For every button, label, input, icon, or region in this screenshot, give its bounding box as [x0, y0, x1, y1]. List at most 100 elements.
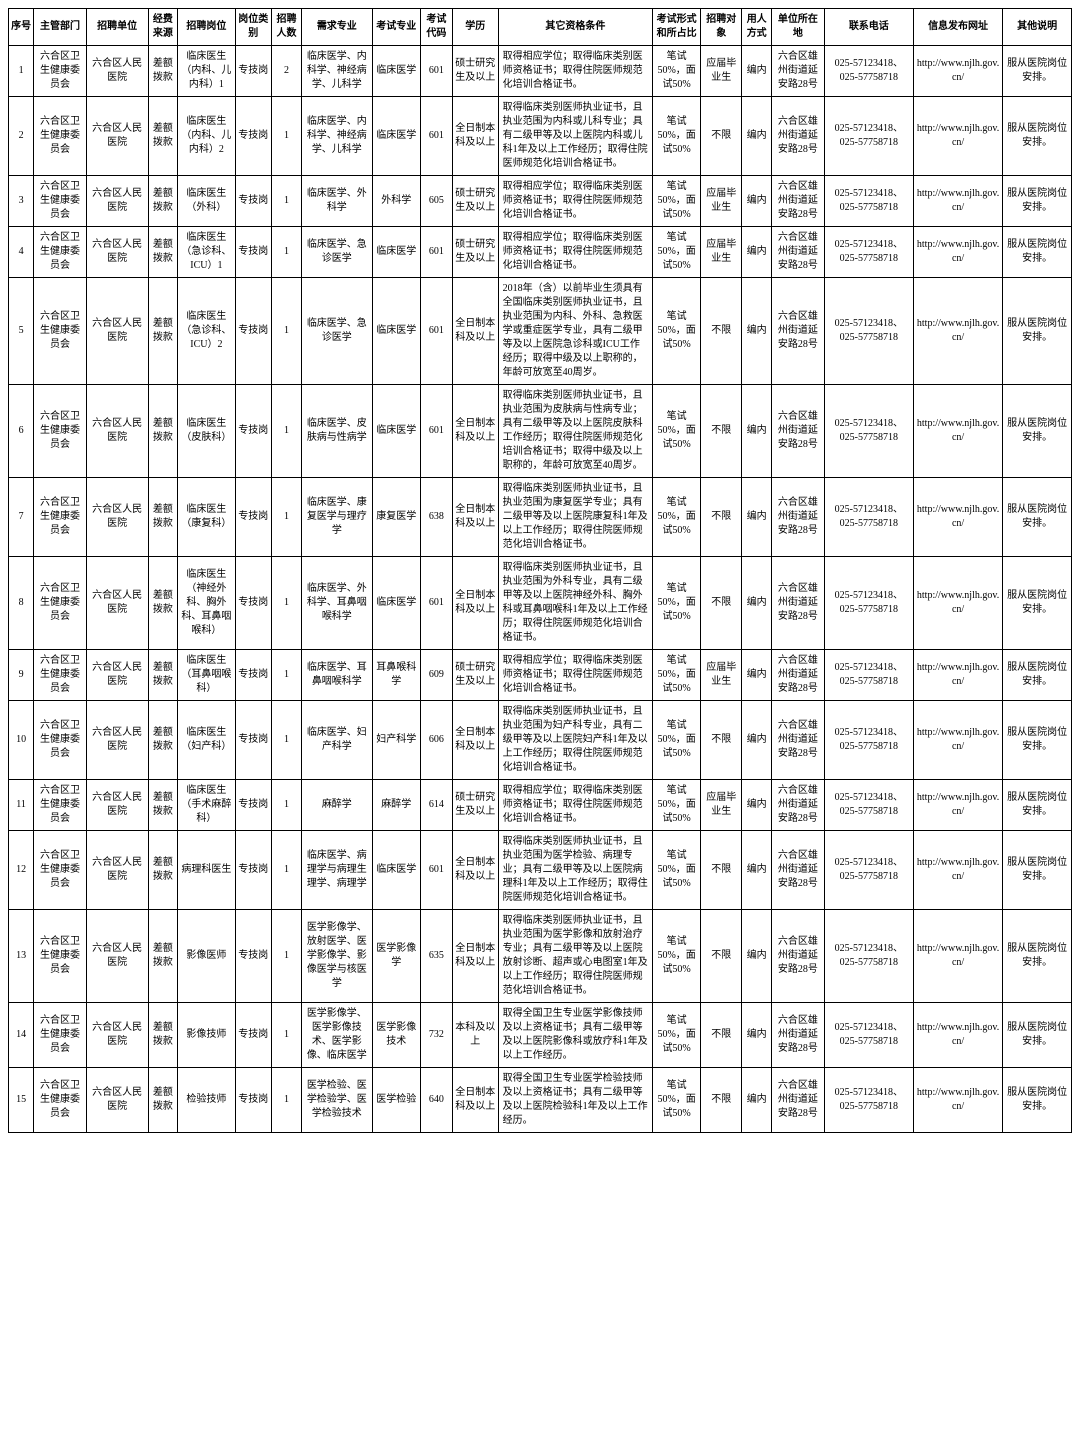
table-cell: 取得相应学位；取得临床类别医师资格证书；取得住院医师规范化培训合格证书。	[498, 46, 652, 97]
table-row: 10六合区卫生健康委员会六合区人民医院差额拨款临床医生（妇产科）专技岗1临床医学…	[9, 701, 1072, 780]
table-cell: 025-57123418、025-57758718	[824, 227, 913, 278]
table-header-cell: 单位所在地	[772, 9, 825, 46]
table-cell: 六合区人民医院	[86, 227, 148, 278]
table-cell: 病理科医生	[178, 831, 235, 910]
table-cell: 差额拨款	[148, 780, 178, 831]
table-cell: 7	[9, 478, 34, 557]
table-cell: 差额拨款	[148, 1003, 178, 1068]
table-cell: 专技岗	[235, 385, 272, 478]
table-header-cell: 考试专业	[372, 9, 420, 46]
table-cell: 六合区人民医院	[86, 278, 148, 385]
table-cell: 编内	[742, 910, 772, 1003]
table-cell: 不限	[701, 910, 742, 1003]
table-cell: 专技岗	[235, 557, 272, 650]
table-cell: 4	[9, 227, 34, 278]
table-cell: 六合区雄州街道延安路28号	[772, 910, 825, 1003]
table-cell: 临床医学、耳鼻咽喉科学	[301, 650, 372, 701]
table-cell: 六合区人民医院	[86, 97, 148, 176]
table-cell: 025-57123418、025-57758718	[824, 650, 913, 701]
table-cell: 六合区人民医院	[86, 557, 148, 650]
table-cell: 11	[9, 780, 34, 831]
table-cell: 取得全国卫生专业医学检验技师及以上资格证书；具有二级甲等及以上医院检验科1年及以…	[498, 1068, 652, 1133]
table-cell: 服从医院岗位安排。	[1003, 97, 1072, 176]
table-cell: 编内	[742, 831, 772, 910]
table-cell: 2018年（含）以前毕业生须具有全国临床类别医师执业证书，且执业范围为内科、外科…	[498, 278, 652, 385]
table-cell: 服从医院岗位安排。	[1003, 46, 1072, 97]
table-cell: 六合区卫生健康委员会	[34, 176, 87, 227]
table-cell: 六合区卫生健康委员会	[34, 46, 87, 97]
table-cell: 编内	[742, 97, 772, 176]
table-cell: http://www.njlh.gov.cn/	[913, 780, 1002, 831]
table-cell: 临床医学	[372, 278, 420, 385]
table-cell: 编内	[742, 385, 772, 478]
table-cell: 服从医院岗位安排。	[1003, 910, 1072, 1003]
table-cell: 六合区卫生健康委员会	[34, 701, 87, 780]
table-cell: http://www.njlh.gov.cn/	[913, 46, 1002, 97]
table-cell: 605	[420, 176, 452, 227]
table-cell: 全日制本科及以上	[452, 701, 498, 780]
table-cell: 1	[272, 478, 302, 557]
table-cell: 025-57123418、025-57758718	[824, 780, 913, 831]
table-cell: 六合区卫生健康委员会	[34, 1003, 87, 1068]
table-cell: 六合区卫生健康委员会	[34, 385, 87, 478]
table-cell: 检验技师	[178, 1068, 235, 1133]
table-cell: http://www.njlh.gov.cn/	[913, 478, 1002, 557]
table-cell: 六合区人民医院	[86, 478, 148, 557]
table-cell: http://www.njlh.gov.cn/	[913, 278, 1002, 385]
table-cell: 笔试50%，面试50%	[653, 831, 701, 910]
table-cell: 康复医学	[372, 478, 420, 557]
table-cell: 取得临床类别医师执业证书，且执业范围为医学检验、病理专业；具有二级甲等及以上医院…	[498, 831, 652, 910]
table-cell: 临床医生（内科、儿内科）1	[178, 46, 235, 97]
table-cell: 专技岗	[235, 176, 272, 227]
table-cell: 专技岗	[235, 227, 272, 278]
table-header-cell: 用人方式	[742, 9, 772, 46]
table-cell: 临床医生（耳鼻咽喉科）	[178, 650, 235, 701]
table-cell: 六合区雄州街道延安路28号	[772, 1003, 825, 1068]
table-header-cell: 信息发布网址	[913, 9, 1002, 46]
table-cell: 应届毕业生	[701, 780, 742, 831]
table-cell: 025-57123418、025-57758718	[824, 557, 913, 650]
table-cell: 取得临床类别医师执业证书，且执业范围为医学影像和放射治疗专业；具有二级甲等及以上…	[498, 910, 652, 1003]
table-cell: 025-57123418、025-57758718	[824, 701, 913, 780]
table-cell: 临床医生（手术麻醉科）	[178, 780, 235, 831]
table-cell: 服从医院岗位安排。	[1003, 831, 1072, 910]
table-cell: 六合区人民医院	[86, 46, 148, 97]
table-cell: 服从医院岗位安排。	[1003, 650, 1072, 701]
table-cell: 六合区卫生健康委员会	[34, 831, 87, 910]
table-cell: 临床医学	[372, 557, 420, 650]
table-cell: 笔试50%，面试50%	[653, 650, 701, 701]
table-cell: 1	[9, 46, 34, 97]
table-cell: 硕士研究生及以上	[452, 227, 498, 278]
table-cell: 六合区人民医院	[86, 176, 148, 227]
table-cell: 1	[272, 650, 302, 701]
table-cell: 笔试50%，面试50%	[653, 227, 701, 278]
table-cell: 硕士研究生及以上	[452, 46, 498, 97]
table-cell: 六合区卫生健康委员会	[34, 780, 87, 831]
table-cell: 笔试50%，面试50%	[653, 478, 701, 557]
table-cell: 1	[272, 176, 302, 227]
table-cell: 六合区雄州街道延安路28号	[772, 831, 825, 910]
table-cell: 取得相应学位；取得临床类别医师资格证书；取得住院医师规范化培训合格证书。	[498, 650, 652, 701]
table-cell: 六合区雄州街道延安路28号	[772, 97, 825, 176]
table-cell: 医学检验	[372, 1068, 420, 1133]
table-header-row: 序号主管部门招聘单位经费来源招聘岗位岗位类别招聘人数需求专业考试专业考试代码学历…	[9, 9, 1072, 46]
table-header-cell: 其它资格条件	[498, 9, 652, 46]
table-cell: 3	[9, 176, 34, 227]
table-cell: 编内	[742, 650, 772, 701]
table-cell: 妇产科学	[372, 701, 420, 780]
table-cell: 临床医生（妇产科）	[178, 701, 235, 780]
table-row: 12六合区卫生健康委员会六合区人民医院差额拨款病理科医生专技岗1临床医学、病理学…	[9, 831, 1072, 910]
table-cell: 专技岗	[235, 1068, 272, 1133]
table-cell: 专技岗	[235, 910, 272, 1003]
table-cell: 取得相应学位；取得临床类别医师资格证书；取得住院医师规范化培训合格证书。	[498, 176, 652, 227]
table-cell: 差额拨款	[148, 650, 178, 701]
table-cell: 025-57123418、025-57758718	[824, 46, 913, 97]
table-cell: 差额拨款	[148, 278, 178, 385]
table-cell: 六合区雄州街道延安路28号	[772, 478, 825, 557]
table-cell: 临床医学、内科学、神经病学、儿科学	[301, 46, 372, 97]
table-cell: 差额拨款	[148, 97, 178, 176]
table-header-cell: 考试形式和所占比	[653, 9, 701, 46]
table-cell: http://www.njlh.gov.cn/	[913, 1068, 1002, 1133]
table-row: 1六合区卫生健康委员会六合区人民医院差额拨款临床医生（内科、儿内科）1专技岗2临…	[9, 46, 1072, 97]
table-cell: 临床医学、急诊医学	[301, 227, 372, 278]
